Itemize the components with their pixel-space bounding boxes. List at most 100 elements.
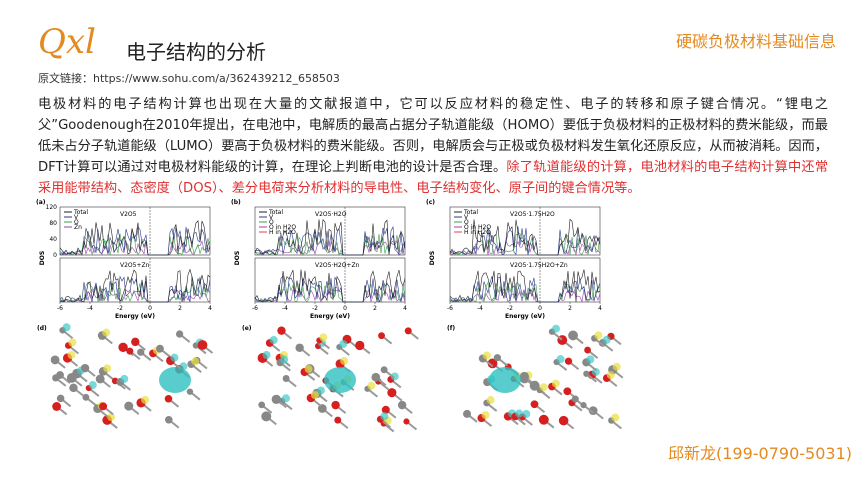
dos-curve	[59, 275, 211, 303]
atom	[387, 388, 397, 398]
x-tick-label: -6	[57, 305, 63, 312]
atom	[277, 326, 286, 335]
source: 原文链接：https://www.sohu.com/a/362439212_65…	[38, 70, 340, 86]
panel-label: (a)	[36, 199, 46, 206]
plot-frame	[449, 206, 601, 256]
charge-blob	[586, 355, 595, 364]
charge-blob	[481, 411, 490, 420]
atom	[580, 402, 587, 409]
charge-blob	[515, 409, 524, 418]
atom	[355, 340, 365, 351]
charge-blob	[390, 372, 399, 381]
atom	[371, 372, 381, 382]
atom	[124, 401, 134, 411]
atom	[563, 387, 572, 396]
x-tick-label: -4	[87, 305, 93, 312]
atom	[568, 330, 578, 341]
x-tick-label: 0	[343, 305, 347, 312]
x-tick-label: -2	[117, 305, 123, 312]
atom	[156, 344, 164, 353]
legend-label: O	[269, 219, 274, 226]
source-url: https://www.sohu.com/a/362439212_658503	[93, 72, 340, 85]
y-axis-label: DOS	[429, 251, 436, 265]
legend-label: Zn	[74, 224, 82, 231]
text: 电极材料的电子结构计算也出现在大量的文献报道中，它可以反应材料的稳定性、电子的转…	[38, 97, 828, 175]
atom	[397, 400, 407, 410]
dos-curve	[59, 288, 211, 303]
charge-blob	[262, 351, 271, 360]
atom	[66, 372, 77, 383]
plot-title: V2O5·H2O+Zn	[315, 262, 360, 269]
atom	[197, 340, 208, 350]
plot-frame	[254, 257, 406, 303]
charge-blob	[324, 367, 356, 393]
atom	[175, 330, 184, 338]
legend-label: O in H2O	[464, 224, 491, 231]
charge-blob	[170, 353, 179, 362]
charge-blob	[88, 381, 97, 390]
atom	[530, 400, 539, 409]
atom	[334, 416, 342, 424]
atom	[378, 332, 385, 340]
plot-frame	[449, 257, 601, 303]
dos-curve	[59, 240, 211, 256]
atom	[80, 363, 90, 373]
charge-blob	[103, 364, 112, 373]
legend-label: Total	[73, 209, 88, 216]
charge-blob	[107, 413, 116, 422]
x-tick-label: 0	[148, 305, 152, 312]
atom	[258, 401, 266, 409]
charge-blob	[102, 328, 111, 337]
y-axis-label: DOS	[234, 251, 241, 265]
dos-curve	[254, 269, 406, 303]
atom	[164, 395, 173, 403]
dos-curve	[59, 226, 211, 256]
atom	[50, 355, 60, 365]
charge-blob	[62, 323, 71, 332]
atom	[131, 337, 140, 347]
dos-curve	[254, 233, 406, 257]
atom	[331, 400, 340, 410]
atom	[538, 414, 549, 425]
atom	[282, 374, 290, 382]
plot-frame	[59, 206, 211, 256]
image-label: (e)	[242, 325, 252, 332]
plot-frame	[254, 206, 406, 256]
charge-blob	[191, 357, 200, 366]
slide-title: 电子结构的分析	[126, 40, 266, 64]
y-tick-label: 40	[49, 236, 57, 243]
x-tick-label: 4	[598, 305, 602, 312]
y-tick-label: 80	[49, 220, 57, 227]
charge-blob	[141, 395, 150, 404]
dos-curve	[449, 226, 601, 256]
image-label: (f)	[447, 325, 455, 332]
charge-blob	[159, 367, 191, 393]
charge-blob	[551, 379, 560, 388]
atom	[99, 402, 108, 411]
legend-label: Total	[463, 209, 478, 216]
atom	[404, 327, 412, 335]
charge-blob	[340, 356, 349, 365]
charge-blob	[68, 338, 77, 347]
atom	[403, 418, 410, 425]
atom	[584, 346, 591, 354]
x-axis-label: Energy (eV)	[505, 313, 545, 320]
charge-blob	[67, 350, 76, 359]
atom	[186, 388, 194, 395]
plot-title: V2O5·1.75H2O	[510, 211, 555, 218]
y-tick-label: 0	[53, 252, 57, 259]
dos-curve	[449, 239, 601, 256]
x-tick-label: -6	[252, 305, 258, 312]
charge-blob	[319, 333, 328, 342]
plot-title: V2O5·H2O	[315, 211, 347, 218]
dos-curve	[449, 218, 601, 256]
legend-label: Total	[268, 209, 283, 216]
dos-curve	[449, 269, 601, 303]
atom	[381, 405, 390, 414]
charge-blob	[120, 374, 129, 383]
atom	[564, 357, 573, 365]
plot-title: V2O5	[120, 211, 137, 218]
panel-label: (c)	[426, 199, 435, 206]
source-label: 原文链接：	[38, 72, 93, 85]
atom	[271, 394, 281, 405]
